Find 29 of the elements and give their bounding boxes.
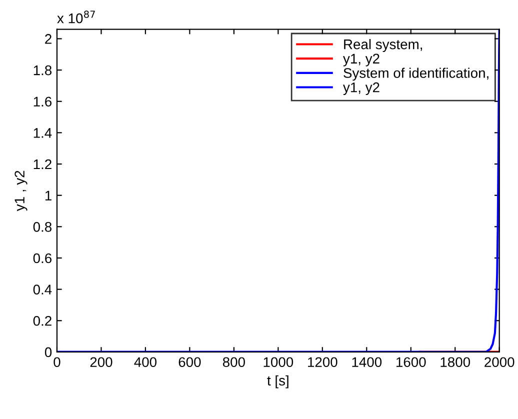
text: x 10$^{87}$ — [57, 10, 95, 24]
x-tick-label: 600 — [178, 357, 201, 368]
x-axis-title: t [s] — [267, 375, 288, 388]
x-tick-label: 800 — [222, 357, 245, 368]
y-tick-label: 0.8 — [33, 222, 52, 232]
y-tick-label: 1.8 — [34, 65, 52, 76]
x-tick-label: 2000 — [484, 357, 514, 368]
x-tick-label: 1400 — [352, 357, 382, 368]
x-tick-label: 200 — [90, 357, 112, 368]
legend-label: y1, y2 — [343, 82, 380, 96]
y-tick-label: 1.6 — [34, 96, 52, 107]
y-axis-title: y1 , y2 — [14, 170, 28, 212]
legend-label: System of identification, — [344, 68, 488, 81]
y-tick-label: 0.4 — [33, 284, 52, 294]
x-tick-label: 1000 — [264, 357, 294, 368]
x-tick-label: 1200 — [308, 357, 338, 368]
legend-label: y1, y2 — [343, 54, 380, 66]
y-tick-label: 1.4 — [34, 128, 52, 138]
y-tick-label: 0 — [44, 347, 52, 358]
y-tick-label: 1 — [45, 190, 52, 200]
legend-label: Real system, — [344, 39, 422, 52]
x-tick-label: 1800 — [440, 357, 470, 368]
x-tick-label: 0 — [54, 357, 60, 368]
y-tick-label: 0.2 — [33, 316, 52, 326]
y-tick-label: 0.6 — [33, 253, 52, 264]
y-tick-label: 1.2 — [34, 159, 52, 170]
x-tick-label: 1600 — [396, 357, 426, 368]
y-tick-label: 2 — [45, 34, 52, 44]
x-tick-label: 400 — [134, 357, 156, 368]
